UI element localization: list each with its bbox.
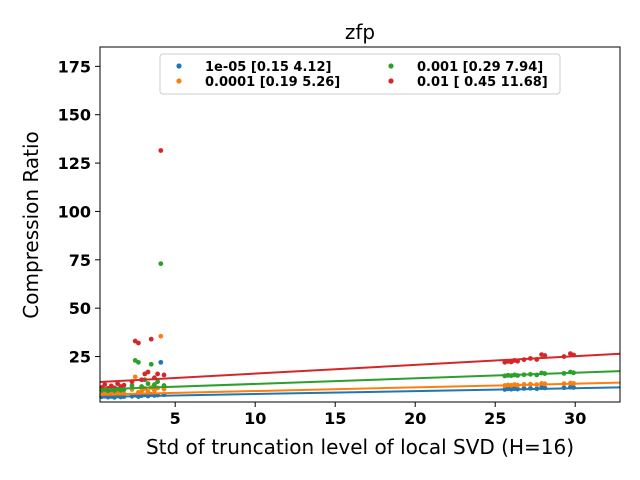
legend-box [159, 53, 561, 95]
series-2-point-10 [136, 359, 141, 365]
x-tick-label-5: 30 [564, 409, 586, 428]
y-tick-label-5: 150 [58, 106, 91, 125]
series-3-point-18 [161, 372, 167, 378]
series-3-point-1 [102, 382, 108, 387]
y-tick-label-6: 175 [58, 57, 91, 76]
series-1-point-17 [158, 333, 164, 339]
x-tick-label-1: 10 [244, 409, 266, 428]
x-axis-label: Std of truncation level of local SVD (H=… [146, 435, 574, 459]
series-3-point-17 [158, 148, 164, 153]
series-2-point-17 [158, 261, 164, 267]
x-tick-label-2: 15 [324, 409, 346, 428]
series-3-point-7 [121, 382, 127, 388]
plot-area: 5 10 15 20 25 30 25 50 75 100 125 150 175 [58, 46, 621, 428]
x-tick-label-4: 25 [484, 409, 506, 428]
series-2-point-13 [145, 381, 151, 387]
y-tick-label-4: 125 [58, 154, 91, 173]
chart-title: zfp [345, 20, 375, 44]
series-2-point-15 [152, 382, 157, 387]
series-3-point-28 [542, 353, 548, 358]
legend-marker-1 [176, 78, 182, 84]
y-tick-label-1: 50 [69, 299, 91, 318]
legend: 1e-05 [0.15 4.12]0.0001 [0.19 5.26] 0.001… [159, 53, 561, 95]
axes-frame [99, 46, 621, 403]
series-3-point-5 [115, 381, 120, 387]
series-1-point-9 [132, 374, 138, 380]
series-0-point-17 [158, 359, 164, 365]
y-tick-label-3: 100 [58, 202, 91, 221]
x-tick-label-3: 20 [404, 409, 426, 428]
legend-marker-0 [176, 63, 182, 69]
legend-label-0: 1e-05 [0.15 4.12] [205, 60, 331, 75]
legend-marker-3 [388, 78, 394, 84]
y-tick-label-2: 75 [69, 251, 91, 270]
series-0-fit-line [99, 386, 621, 398]
y-axis-label: Compression Ratio [19, 131, 43, 318]
y-tick-label-0: 25 [69, 348, 91, 367]
series-2-point-8 [129, 383, 135, 388]
legend-marker-2 [388, 63, 394, 69]
legend-label-1: 0.0001 [0.19 5.26] [205, 75, 340, 90]
series-3-point-10 [136, 340, 141, 346]
series-1-fit-line [99, 381, 621, 396]
series-3-point-14 [148, 336, 154, 342]
legend-label-3: 0.01 [ 0.45 11.68] [417, 75, 548, 90]
series-3-fit-line [99, 352, 621, 384]
series-3-point-16 [155, 371, 161, 377]
series-3-point-13 [145, 369, 151, 375]
series-2-fit-line [99, 370, 621, 391]
series-2-point-14 [148, 361, 154, 367]
x-tick-label-0: 5 [170, 409, 181, 428]
legend-label-2: 0.001 [0.29 7.94] [417, 60, 543, 75]
series-2-point-16 [155, 379, 161, 385]
